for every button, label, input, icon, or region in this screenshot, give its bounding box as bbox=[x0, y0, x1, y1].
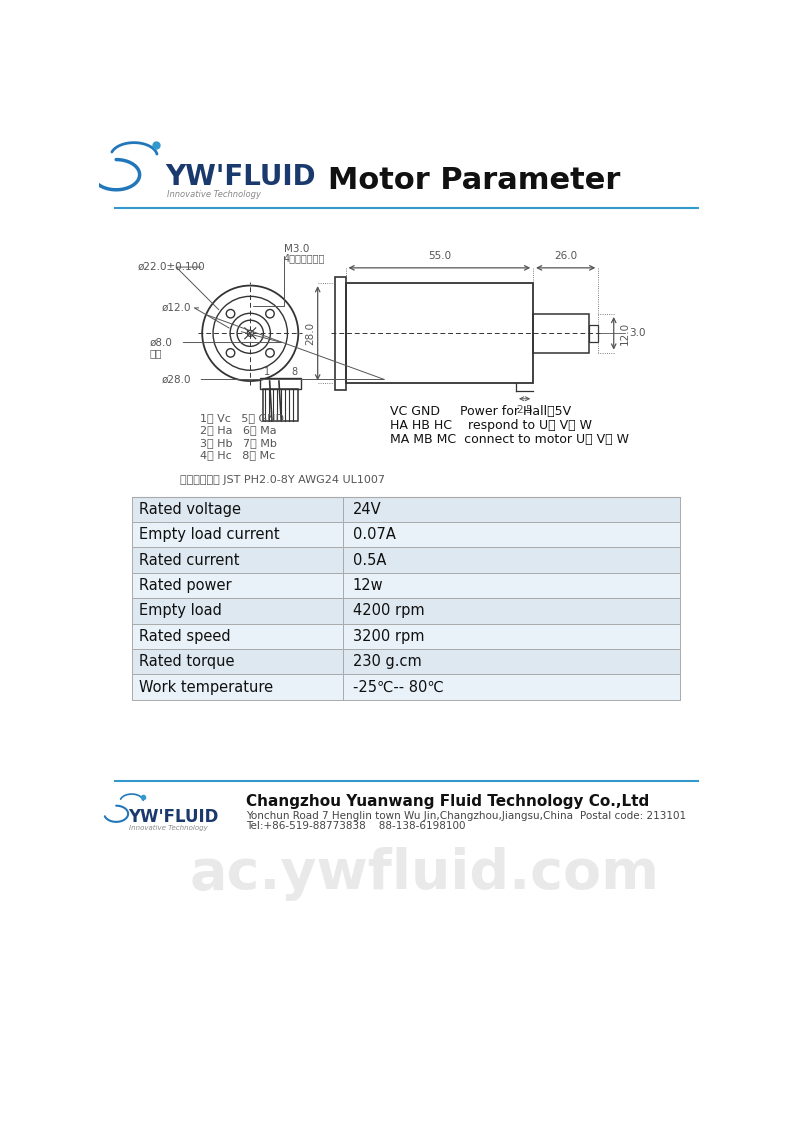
Bar bbox=[132, 649, 343, 674]
Text: 28.0: 28.0 bbox=[305, 322, 315, 344]
Text: Innovative Technology: Innovative Technology bbox=[128, 825, 207, 830]
Bar bbox=[132, 522, 343, 548]
Text: VC GND     Power for Hall，5V: VC GND Power for Hall，5V bbox=[389, 405, 571, 419]
Text: Postal code: 213101: Postal code: 213101 bbox=[580, 811, 686, 821]
Bar bbox=[132, 497, 343, 522]
Text: 3： Hb   7： Mb: 3： Hb 7： Mb bbox=[200, 438, 277, 448]
Text: 3200 rpm: 3200 rpm bbox=[353, 628, 424, 644]
Text: Work temperature: Work temperature bbox=[140, 680, 274, 695]
Bar bbox=[132, 674, 343, 700]
Bar bbox=[346, 283, 533, 384]
Bar bbox=[343, 497, 680, 522]
Text: ø28.0: ø28.0 bbox=[161, 375, 190, 385]
Text: YW'FLUID: YW'FLUID bbox=[165, 163, 316, 191]
Text: Motor Parameter: Motor Parameter bbox=[328, 166, 620, 195]
Text: 55.0: 55.0 bbox=[427, 251, 451, 261]
Text: ø12.0: ø12.0 bbox=[161, 303, 190, 313]
Bar bbox=[589, 325, 598, 342]
Bar bbox=[343, 649, 680, 674]
Text: Empty load: Empty load bbox=[140, 604, 222, 618]
Text: ac.ywfluid.com: ac.ywfluid.com bbox=[190, 847, 660, 901]
Bar bbox=[343, 522, 680, 548]
Text: 1: 1 bbox=[264, 367, 270, 377]
Bar bbox=[533, 314, 589, 352]
Bar bbox=[343, 674, 680, 700]
Text: -25℃-- 80℃: -25℃-- 80℃ bbox=[353, 680, 443, 695]
Bar bbox=[132, 598, 343, 624]
Text: 230 g.cm: 230 g.cm bbox=[353, 654, 421, 669]
Text: M3.0: M3.0 bbox=[284, 243, 309, 254]
Text: 0.5A: 0.5A bbox=[353, 552, 386, 568]
Text: Rated torque: Rated torque bbox=[140, 654, 235, 669]
Bar bbox=[260, 378, 301, 388]
Bar bbox=[132, 624, 343, 649]
Text: 1： Vc   5： GND: 1： Vc 5： GND bbox=[200, 413, 284, 423]
Text: 穿孔: 穿孔 bbox=[150, 348, 162, 358]
Text: HA HB HC    respond to U， V， W: HA HB HC respond to U， V， W bbox=[389, 420, 592, 432]
Text: MA MB MC  connect to motor U， V， W: MA MB MC connect to motor U， V， W bbox=[389, 433, 629, 447]
Text: Tel:+86-519-88773838    88-138-6198100: Tel:+86-519-88773838 88-138-6198100 bbox=[247, 821, 465, 831]
Text: ø22.0±0.100: ø22.0±0.100 bbox=[138, 263, 205, 272]
Text: 8: 8 bbox=[291, 367, 297, 377]
Bar bbox=[343, 598, 680, 624]
Text: 26.0: 26.0 bbox=[554, 251, 577, 261]
Text: 2： Ha   6： Ma: 2： Ha 6： Ma bbox=[200, 425, 277, 435]
Text: Changzhou Yuanwang Fluid Technology Co.,Ltd: Changzhou Yuanwang Fluid Technology Co.,… bbox=[247, 794, 649, 809]
Text: 4个均布，打穿: 4个均布，打穿 bbox=[284, 252, 325, 263]
Text: Rated voltage: Rated voltage bbox=[140, 502, 241, 517]
Text: Rated speed: Rated speed bbox=[140, 628, 231, 644]
Text: 引出线接口： JST PH2.0-8Y AWG24 UL1007: 引出线接口： JST PH2.0-8Y AWG24 UL1007 bbox=[181, 475, 385, 485]
Text: 12w: 12w bbox=[353, 578, 383, 592]
Text: 12.0: 12.0 bbox=[620, 322, 630, 344]
Bar bbox=[263, 388, 298, 421]
Text: Empty load current: Empty load current bbox=[140, 527, 280, 542]
Text: ø8.0: ø8.0 bbox=[150, 338, 172, 348]
Text: 24V: 24V bbox=[353, 502, 381, 517]
Text: 3.0: 3.0 bbox=[629, 329, 646, 339]
Text: 4200 rpm: 4200 rpm bbox=[353, 604, 424, 618]
Text: Innovative Technology: Innovative Technology bbox=[167, 191, 262, 200]
Bar bbox=[132, 572, 343, 598]
Bar bbox=[343, 572, 680, 598]
Text: Yonchun Road 7 Henglin town Wu Jin,Changzhou,Jiangsu,China: Yonchun Road 7 Henglin town Wu Jin,Chang… bbox=[247, 811, 573, 821]
Text: Rated current: Rated current bbox=[140, 552, 240, 568]
Bar bbox=[335, 277, 346, 389]
Bar bbox=[132, 548, 343, 572]
Text: Rated power: Rated power bbox=[140, 578, 232, 592]
Text: YW'FLUID: YW'FLUID bbox=[128, 808, 218, 826]
Text: 4： Hc   8： Mc: 4： Hc 8： Mc bbox=[200, 450, 275, 460]
Bar bbox=[343, 624, 680, 649]
Text: 2.5: 2.5 bbox=[516, 405, 533, 415]
Text: 0.07A: 0.07A bbox=[353, 527, 396, 542]
Bar bbox=[343, 548, 680, 572]
